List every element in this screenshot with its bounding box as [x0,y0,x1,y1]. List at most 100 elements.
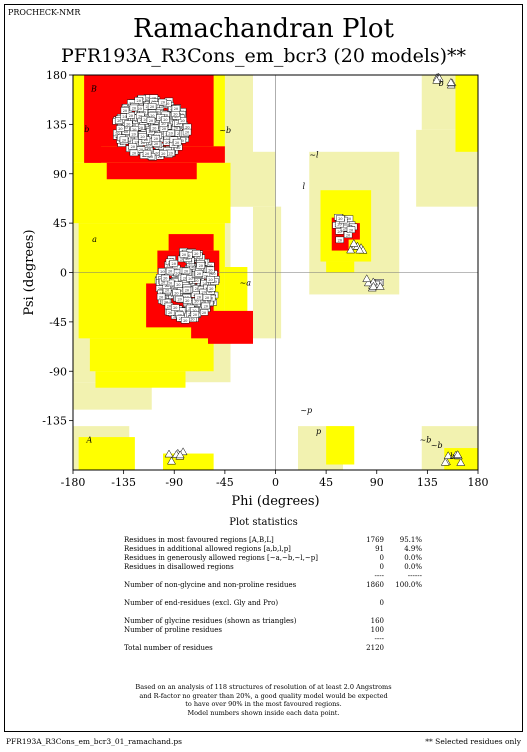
residue-point [201,302,210,310]
residue-point-label: 20 [122,138,126,142]
glycine-triangle [355,245,365,254]
glycine-triangle [175,450,185,459]
residue-point-label: 20 [203,282,207,286]
residue-point-label: 20 [165,284,169,288]
stats-percent: 0.0% [404,563,422,571]
residue-point [156,293,166,301]
region-label: A [86,436,93,445]
glycine-triangle [375,282,385,290]
footer-selected-note: ** Selected residues only [425,737,521,746]
stats-percent: 0.0% [404,554,422,562]
residue-point-label: 20 [201,300,205,304]
allowed-region [89,338,214,372]
stats-percent: ------ [407,572,422,580]
residue-point [119,136,129,144]
residue-point [166,129,175,137]
residue-point-label: 20 [163,118,167,122]
residue-point-label: 20 [134,141,138,145]
glycine-triangle [440,457,450,466]
residue-point-label: 20 [148,130,152,134]
favoured-region [208,332,253,344]
residue-point-label: 20 [202,291,206,295]
chart-title: Ramachandran Plot [133,14,394,44]
residue-point-label: 20 [190,317,194,321]
residue-point-label: 20 [137,99,141,103]
program-name: PROCHECK-NMR [8,8,81,17]
residue-point-label: 20 [143,118,147,122]
stats-count: 0 [379,563,384,571]
residue-point-label: 20 [188,313,192,317]
stats-count: 100 [370,626,384,634]
residue-point-label: 20 [343,227,347,231]
residue-point-label: 20 [141,110,145,114]
region-label: b [439,79,444,88]
residue-point [142,149,152,157]
allowed-region [95,371,186,388]
residue-point [171,105,181,112]
stats-count: 1769 [366,536,384,544]
residue-point-label: 20 [158,287,162,291]
residue-point-label: 20 [199,264,203,268]
residue-point-label: 20 [173,315,177,319]
favoured-region [106,162,197,180]
glycine-triangle [432,75,442,84]
residue-point-label: 20 [193,313,197,317]
residue-point-label: 20 [150,114,154,118]
residue-point [161,274,170,282]
residue-point [206,266,215,274]
residue-point-label: 20 [158,155,162,159]
residue-point-label: 20 [160,270,164,274]
residue-point-label: 20 [190,302,194,306]
residue-point [181,317,190,324]
residue-point [192,250,201,257]
residue-point [346,226,356,233]
residue-point-label: 20 [185,126,189,130]
residue-point-label: 20 [192,309,196,313]
residue-point-label: 20 [168,311,172,315]
region-label: ~l [309,150,319,159]
generous-region [230,151,276,207]
residue-point-label: 20 [202,311,206,315]
glycine-triangle [443,451,453,459]
residue-point-label: 20 [168,270,172,274]
region-label: ~p [300,406,312,415]
y-tick-label: -135 [42,415,67,428]
residue-point-label: 20 [205,296,209,300]
residue-point-label: 20 [207,301,211,305]
glycine-triangle [446,77,456,86]
stats-percent: 100.0% [395,581,422,589]
residue-point [158,98,167,106]
residue-point-label: 20 [195,287,199,291]
residue-point-label: 20 [161,101,165,105]
residue-point-label: 20 [166,263,170,267]
stats-label: Number of end-residues (excl. Gly and Pr… [124,599,279,607]
residue-point [151,135,161,142]
residue-point-label: 20 [174,115,178,119]
x-tick-label: -45 [216,476,234,489]
residue-point-label: 20 [194,252,198,256]
residue-point-label: 20 [194,279,198,283]
residue-point-label: 20 [159,292,163,296]
residue-point [194,270,204,277]
residue-point-label: 20 [189,282,193,286]
y-tick-label: -45 [49,316,67,329]
residue-point-label: 20 [197,272,201,276]
stats-count: ---- [374,572,384,580]
chart-subtitle: PFR193A_R3Cons_em_bcr3 (20 models)** [60,45,467,67]
residue-point-label: 20 [185,289,189,293]
glycine-triangle [346,245,356,254]
residue-point-label: 20 [180,139,184,143]
note-line: and R-factor no greater than 20%, a good… [139,691,388,700]
residue-point-label: 20 [184,309,188,313]
favoured-region [84,75,102,163]
glycine-triangles [164,72,466,466]
residue-point-label: 20 [139,126,143,130]
y-axis-label: Psi (degrees) [22,229,37,315]
stats-percent: 4.9% [404,545,422,553]
residue-point-label: 20 [174,267,178,271]
residue-point-label: 20 [147,148,151,152]
x-tick-label: 180 [468,476,489,489]
allowed-region [326,426,355,465]
residue-point-label: 20 [162,127,166,131]
